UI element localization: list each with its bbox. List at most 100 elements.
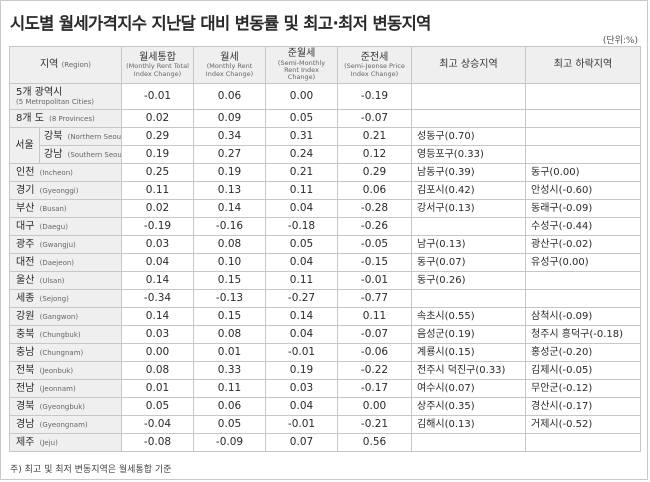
- region-cell: 강원 (Gangwon): [9, 307, 122, 326]
- header-region: 지역 (Region): [9, 46, 122, 84]
- value-semi-jeonse: -0.22: [337, 361, 412, 380]
- value-total: 0.02: [121, 109, 194, 128]
- header-semi-monthly-en: (Semi-Monthly Rent Index Change): [277, 58, 326, 82]
- table-row: 전북 (Jeonbuk) 0.08 0.33 0.19 -0.22 전주시 덕진구(0.3…: [9, 361, 641, 380]
- value-semi-monthly: 0.11: [265, 181, 338, 200]
- highest-region: 남구(0.13): [411, 235, 526, 254]
- region-name: 강원: [16, 310, 35, 322]
- page-title: 시도별 월세가격지수 지난달 대비 변동률 및 최고·최저 변동지역: [10, 14, 431, 33]
- region-cell: 광주 (Gwangju): [9, 235, 122, 254]
- lowest-region: 김제시(-0.05): [525, 361, 641, 380]
- lowest-region: 거제시(-0.52): [525, 415, 641, 434]
- value-semi-monthly: 0.19: [265, 361, 338, 380]
- value-semi-jeonse: -0.21: [337, 415, 412, 434]
- header-total-ko: 월세통합: [139, 51, 176, 63]
- region-english-name: (Gwangju): [39, 240, 76, 249]
- value-semi-monthly: 0.05: [265, 235, 338, 254]
- value-total: 0.02: [121, 199, 194, 218]
- region-english-name: (Ulsan): [39, 276, 65, 285]
- region-english-name: (Jeonbuk): [39, 366, 74, 375]
- highest-region: [411, 289, 526, 308]
- region-english-name: (Gyeonggi): [39, 186, 79, 195]
- highest-region: 남동구(0.39): [411, 163, 526, 182]
- value-total: -0.04: [121, 415, 194, 434]
- value-monthly: 0.06: [193, 397, 266, 416]
- highest-region: [411, 109, 526, 128]
- value-semi-jeonse: -0.15: [337, 253, 412, 272]
- value-total: 0.00: [121, 343, 194, 362]
- value-semi-monthly: 0.11: [265, 271, 338, 290]
- region-english-name: (Incheon): [39, 168, 73, 177]
- region-name: 전남: [16, 382, 35, 394]
- lowest-region: 안성시(-0.60): [525, 181, 641, 200]
- highest-region: [411, 433, 526, 452]
- value-monthly: 0.08: [193, 325, 266, 344]
- lowest-region: 광산구(-0.02): [525, 235, 641, 254]
- highest-region: 계룡시(0.15): [411, 343, 526, 362]
- lowest-region: [525, 83, 641, 110]
- value-total: 0.05: [121, 397, 194, 416]
- table-row: 충북 (Chungbuk) 0.03 0.08 0.04 -0.07 음성군(0.19) 청…: [9, 325, 641, 344]
- header-semi-jeonse-ko: 준전세: [360, 51, 389, 63]
- value-monthly: 0.33: [193, 361, 266, 380]
- region-cell: 강남 (Southern Seoul): [39, 145, 122, 164]
- lowest-region: [525, 145, 641, 164]
- header-semi-jeonse-en: (Semi-Jeonse Price Index Change): [344, 62, 405, 78]
- table-row: 전남 (Jeonnam) 0.01 0.11 0.03 -0.17 여수시(0.07) 무안…: [9, 379, 641, 398]
- value-total: 0.04: [121, 253, 194, 272]
- lowest-region: 동래구(-0.09): [525, 199, 641, 218]
- region-english-name: (Busan): [39, 204, 67, 213]
- header-semi-jeonse: 준전세 (Semi-Jeonse Price Index Change): [337, 46, 412, 84]
- region-english-name: (Southern Seoul): [67, 150, 122, 159]
- region-name: 인천: [16, 166, 35, 178]
- region-cell: 제주 (Jeju): [9, 433, 122, 452]
- value-total: 0.29: [121, 127, 194, 146]
- value-semi-jeonse: 0.21: [337, 127, 412, 146]
- region-cell: 충남 (Chungnam): [9, 343, 122, 362]
- lowest-region: 수성구(-0.44): [525, 217, 641, 236]
- region-name: 세종: [16, 292, 35, 304]
- value-total: 0.11: [121, 181, 194, 200]
- header-monthly-ko: 월세: [220, 51, 239, 63]
- value-semi-monthly: 0.31: [265, 127, 338, 146]
- value-monthly: -0.13: [193, 289, 266, 308]
- table-row: 울산 (Ulsan) 0.14 0.15 0.11 -0.01 동구(0.26): [9, 271, 641, 290]
- value-monthly: 0.01: [193, 343, 266, 362]
- value-total: -0.01: [121, 83, 194, 110]
- lowest-region: 유성구(0.00): [525, 253, 641, 272]
- lowest-region: 무안군(-0.12): [525, 379, 641, 398]
- value-total: 0.14: [121, 307, 194, 326]
- table-row: 세종 (Sejong) -0.34 -0.13 -0.27 -0.77: [9, 289, 641, 308]
- table-row: 경북 (Gyeongbuk) 0.05 0.06 0.04 0.00 상주시(0.35) 경…: [9, 397, 641, 416]
- region-name: 경기: [16, 184, 35, 196]
- region-name: 충북: [16, 328, 35, 340]
- value-monthly: 0.08: [193, 235, 266, 254]
- highest-region: 전주시 덕진구(0.33): [411, 361, 526, 380]
- table-row: 강원 (Gangwon) 0.14 0.15 0.14 0.11 속초시(0.55) 삼척시…: [9, 307, 641, 326]
- value-semi-jeonse: -0.07: [337, 325, 412, 344]
- value-semi-jeonse: 0.29: [337, 163, 412, 182]
- value-semi-monthly: 0.24: [265, 145, 338, 164]
- region-cell: 대전 (Daejeon): [9, 253, 122, 272]
- lowest-region: 동구(0.00): [525, 163, 641, 182]
- value-monthly: 0.09: [193, 109, 266, 128]
- table-row: 강남 (Southern Seoul) 0.19 0.27 0.24 0.12 영등포구(…: [10, 145, 641, 164]
- value-monthly: 0.05: [193, 415, 266, 434]
- table-row: 광주 (Gwangju) 0.03 0.08 0.05 -0.05 남구(0.13) 광산구…: [9, 235, 641, 254]
- value-monthly: 0.14: [193, 199, 266, 218]
- region-english-name: (Daegu): [39, 222, 68, 231]
- value-monthly: 0.19: [193, 163, 266, 182]
- region-name: 5개 광역시: [16, 86, 63, 98]
- value-monthly: 0.10: [193, 253, 266, 272]
- header-total: 월세통합 (Monthly Rent Total Index Change): [121, 46, 194, 84]
- lowest-region: [525, 289, 641, 308]
- region-name: 제주: [16, 436, 35, 448]
- region-name: 경남: [16, 418, 35, 430]
- value-monthly: 0.15: [193, 271, 266, 290]
- region-name: 강남: [44, 148, 63, 160]
- lowest-region: 경산시(-0.17): [525, 397, 641, 416]
- rent-index-table: 지역 (Region) 월세통합 (Monthly Rent Total Ind…: [9, 46, 641, 452]
- value-semi-jeonse: 0.12: [337, 145, 412, 164]
- table-row: 인천 (Incheon) 0.25 0.19 0.21 0.29 남동구(0.39) 동구(…: [9, 163, 641, 182]
- region-cell: 경남 (Gyeongnam): [9, 415, 122, 434]
